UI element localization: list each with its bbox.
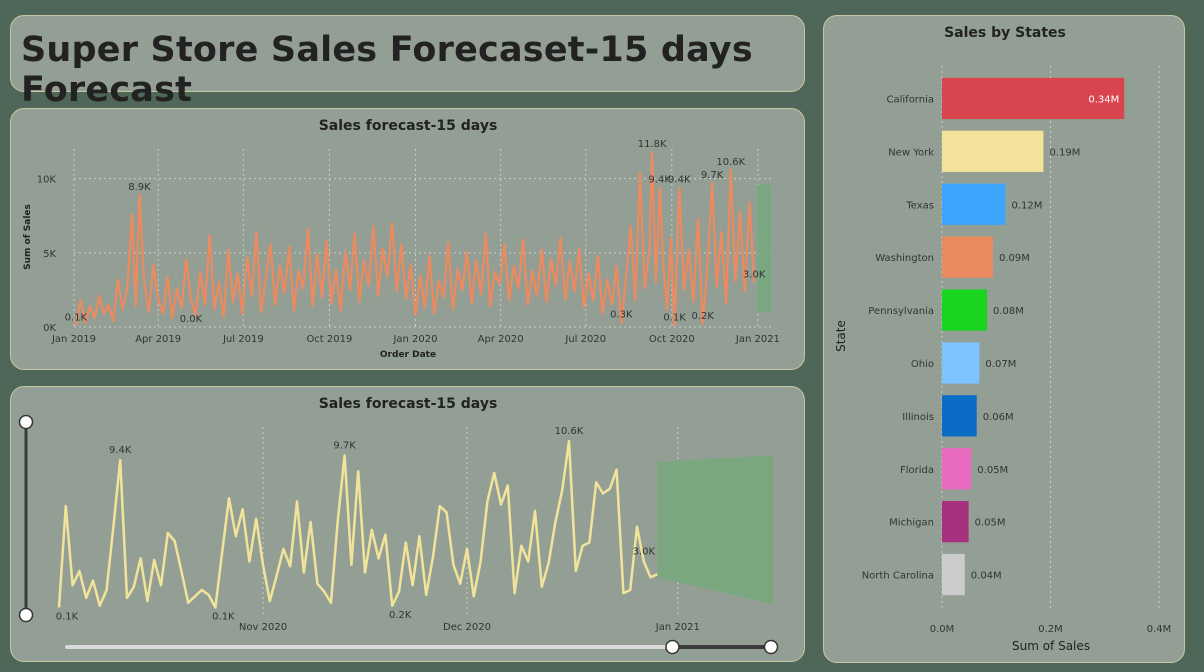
- category-label: Pennsylvania: [868, 306, 934, 317]
- sales-forecast-full-card[interactable]: Sales forecast-15 days 0K 5K 10K Jan 2019 Apr…: [10, 108, 805, 370]
- x-tick-label: Jan 2021: [735, 334, 780, 345]
- x-tick-label: Oct 2019: [306, 334, 352, 345]
- category-label: California: [887, 94, 935, 105]
- data-label: 10.6K: [716, 157, 745, 168]
- data-label: 8.9K: [128, 182, 151, 193]
- bar[interactable]: [942, 342, 980, 384]
- x-tick-label: Jan 2021: [655, 622, 700, 633]
- data-label: 0.0K: [180, 314, 203, 325]
- bar[interactable]: [942, 553, 965, 596]
- x-tick-label: Jan 2019: [51, 334, 96, 345]
- data-label: 0.2K: [691, 311, 714, 322]
- sales-forecast-zoom-card[interactable]: Sales forecast-15 days Nov 2020 Dec 2020 Ja…: [10, 386, 805, 662]
- bar-value-label: 0.08M: [993, 306, 1024, 317]
- bar-value-label: 0.05M: [977, 465, 1008, 476]
- bar-value-label: 0.09M: [999, 253, 1030, 264]
- chart-title: Sales by States: [944, 25, 1066, 41]
- x-tick-label: Nov 2020: [239, 622, 287, 633]
- data-label: 11.8K: [638, 139, 667, 150]
- x-axis-title: Sum of Sales: [1012, 639, 1090, 653]
- category-label: Ohio: [911, 359, 934, 370]
- y-tick-label: 10K: [37, 175, 57, 186]
- data-label: 9.4K: [648, 175, 671, 186]
- data-label: 0.3K: [610, 310, 633, 321]
- title-card: Super Store Sales Forecaset-15 days Fore…: [10, 15, 805, 110]
- y-tick-label: 5K: [43, 249, 56, 260]
- bar[interactable]: [942, 130, 1044, 172]
- bar-value-label: 0.07M: [985, 359, 1016, 370]
- category-label: North Carolina: [862, 571, 934, 582]
- data-label: 0.1K: [56, 611, 79, 622]
- bar[interactable]: [942, 501, 969, 543]
- date-slider-handle-end[interactable]: [763, 639, 779, 655]
- category-label: New York: [888, 147, 934, 158]
- bar-value-label: 0.05M: [975, 518, 1006, 529]
- sales-by-states-card[interactable]: Sales by States 0.0M 0.2M 0.4M Sum of Sales S…: [823, 15, 1185, 663]
- dashboard-title: Super Store Sales Forecaset-15 days Fore…: [21, 30, 753, 110]
- y-axis-title: Sum of Sales: [23, 204, 33, 270]
- data-label: 9.4K: [668, 175, 691, 186]
- x-tick-label: Jan 2020: [392, 334, 437, 345]
- sales-forecast-full-chart[interactable]: Sales forecast-15 days 0K 5K 10K Jan 2019 Apr…: [11, 109, 806, 371]
- data-label: 0.1K: [663, 313, 686, 324]
- x-axis-title: Order Date: [380, 350, 436, 360]
- x-tick-label: 0.4M: [1147, 624, 1172, 635]
- forecast-band[interactable]: [657, 455, 773, 605]
- x-tick-label: 0.0M: [930, 624, 955, 635]
- x-tick-label: Jul 2020: [564, 334, 606, 345]
- bar-value-label: 0.19M: [1049, 147, 1080, 158]
- bar[interactable]: [942, 448, 972, 490]
- vertical-slider-handle-top[interactable]: [18, 414, 34, 430]
- chart-title: Sales forecast-15 days: [319, 118, 498, 134]
- category-label: Florida: [900, 465, 934, 476]
- sales-line[interactable]: [57, 439, 658, 609]
- category-label: Washington: [875, 253, 934, 264]
- sales-forecast-zoom-chart[interactable]: Sales forecast-15 days Nov 2020 Dec 2020 Ja…: [11, 387, 806, 663]
- data-label: 0.2K: [389, 610, 412, 621]
- bar-value-label: 0.12M: [1011, 200, 1042, 211]
- data-label: 9.7K: [333, 440, 356, 451]
- x-tick-label: Dec 2020: [443, 622, 491, 633]
- bar-value-label: 0.06M: [983, 412, 1014, 423]
- data-label: 0.1K: [65, 313, 88, 324]
- date-slider-handle-start[interactable]: [665, 639, 680, 655]
- y-tick-label: 0K: [43, 323, 56, 334]
- bar[interactable]: [942, 289, 988, 331]
- data-label: 3.0K: [743, 270, 766, 281]
- bar-value-label: 0.34M: [1088, 94, 1119, 105]
- vertical-slider-handle-bottom[interactable]: [18, 607, 34, 623]
- category-label: Illinois: [902, 412, 934, 423]
- forecast-band[interactable]: [756, 184, 771, 313]
- category-label: Michigan: [889, 518, 934, 529]
- x-tick-label: Oct 2020: [649, 334, 695, 345]
- data-label: 0.1K: [212, 611, 235, 622]
- sales-line[interactable]: [74, 150, 756, 327]
- bar[interactable]: [942, 395, 977, 437]
- x-tick-label: Apr 2019: [135, 334, 181, 345]
- x-tick-label: 0.2M: [1038, 624, 1063, 635]
- data-label: 3.0K: [633, 547, 656, 558]
- data-label: 10.6K: [555, 426, 584, 437]
- y-axis-title: State: [834, 320, 848, 352]
- bar[interactable]: [942, 77, 1125, 120]
- category-label: Texas: [905, 200, 934, 211]
- x-tick-label: Jul 2019: [222, 334, 264, 345]
- bar-value-label: 0.04M: [971, 571, 1002, 582]
- chart-title: Sales forecast-15 days: [319, 396, 498, 412]
- bar[interactable]: [942, 183, 1006, 225]
- sales-by-states-chart[interactable]: Sales by States 0.0M 0.2M 0.4M Sum of Sales S…: [824, 16, 1186, 664]
- bar[interactable]: [942, 236, 993, 278]
- data-label: 9.7K: [701, 170, 724, 181]
- data-label: 9.4K: [109, 445, 132, 456]
- x-tick-label: Apr 2020: [478, 334, 524, 345]
